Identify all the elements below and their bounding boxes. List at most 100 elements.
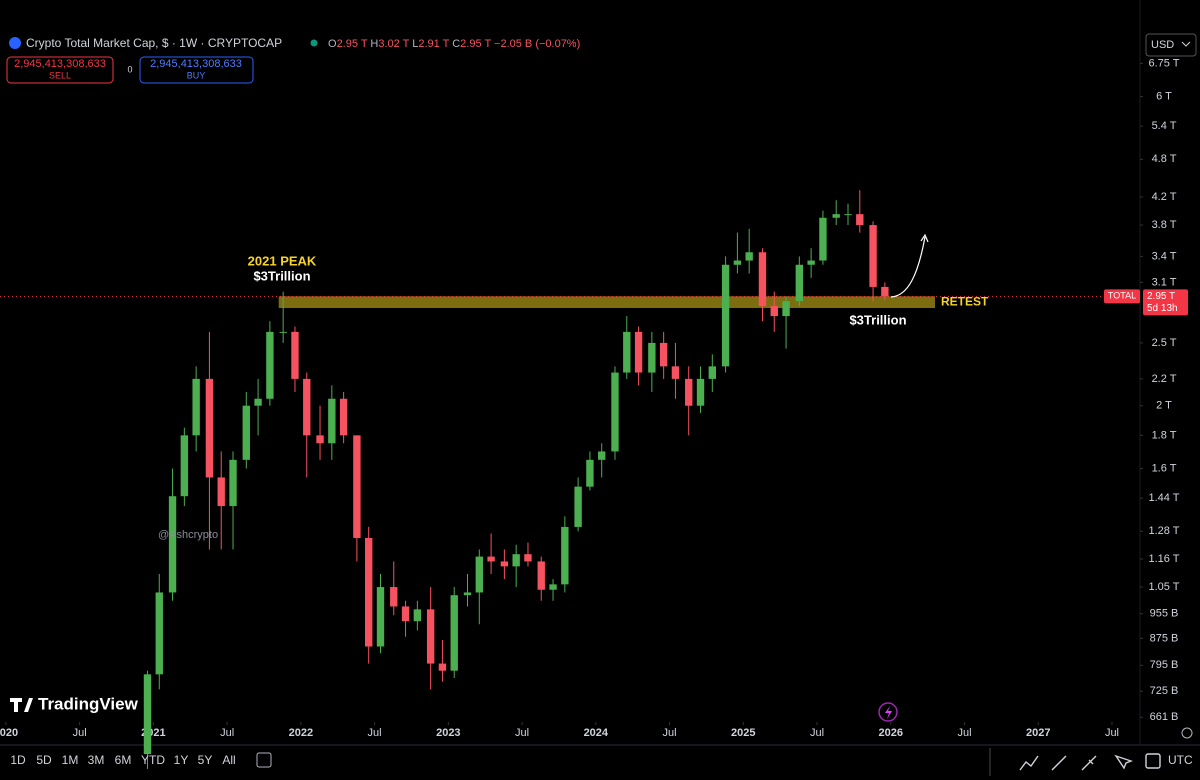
ohlc-value: 3.02 T	[378, 38, 409, 50]
candle-body	[180, 435, 189, 497]
y-tick-label: 1.6 T	[1152, 462, 1177, 474]
sell-label[interactable]: SELL	[49, 70, 71, 80]
candle-body	[168, 496, 177, 593]
range-button[interactable]: YTD	[141, 753, 165, 767]
candle-body	[671, 366, 680, 379]
y-tick-label: 875 B	[1150, 632, 1179, 644]
ohlc-value: 2.95 T	[337, 38, 368, 50]
candle-body	[192, 378, 200, 436]
ohlc-value: 2.91 T	[418, 38, 449, 50]
y-tick-label: 3.4 T	[1152, 250, 1177, 262]
candle-body	[512, 554, 520, 567]
candle-body	[869, 225, 877, 287]
candle-body	[328, 398, 336, 444]
candle-body	[648, 342, 656, 373]
sell-box[interactable]	[6, 56, 114, 84]
candle-body	[586, 459, 594, 487]
y-tick-label: 6.75 T	[1149, 57, 1180, 69]
sell-button[interactable]: 2,945,413,308,633 SELL	[6, 56, 114, 84]
x-tick-label: 2027	[1026, 727, 1050, 739]
candle-body	[217, 477, 225, 507]
candle-body	[881, 286, 889, 297]
ohlc-value: 2.95 T	[460, 38, 491, 50]
range-button[interactable]: 1M	[62, 753, 79, 767]
x-tick-label: Jul	[957, 727, 971, 739]
candle-body	[353, 435, 361, 538]
timezone[interactable]: UTC	[1168, 753, 1193, 767]
brand-logo: TradingView	[10, 694, 139, 713]
currency[interactable]: USD	[1151, 39, 1174, 51]
y-tick-label: 1.44 T	[1149, 492, 1180, 504]
candle-body	[598, 451, 606, 460]
buy-box[interactable]	[139, 56, 254, 84]
y-tick-label: 795 B	[1150, 659, 1179, 671]
x-tick-label: Jul	[663, 727, 677, 739]
candle-body	[561, 526, 569, 585]
status-dot	[310, 39, 318, 47]
candle-body	[659, 342, 668, 367]
range-button[interactable]: 3M	[88, 753, 105, 767]
candle-body	[623, 331, 631, 373]
candle-body	[807, 260, 815, 265]
x-tick-label: Jul	[73, 727, 87, 739]
currency-select[interactable]: USD	[1145, 33, 1197, 57]
candle-body	[685, 378, 693, 406]
candle-body	[279, 331, 287, 333]
range-button[interactable]: 5Y	[198, 753, 213, 767]
currency-box[interactable]	[1145, 33, 1197, 57]
y-tick-label: 725 B	[1150, 685, 1179, 697]
tool-icon[interactable]	[1145, 753, 1161, 769]
candle-body	[450, 595, 458, 671]
tool-icon[interactable]	[1019, 755, 1039, 771]
y-tick-label: 661 B	[1150, 711, 1179, 723]
x-tick-label: 2025	[731, 727, 755, 739]
tool-icon[interactable]	[1051, 755, 1067, 771]
tool-icon[interactable]	[1081, 755, 1097, 771]
candle-body	[524, 554, 532, 562]
candle-body	[390, 587, 398, 607]
chevron[interactable]	[1181, 41, 1191, 47]
candle-body	[549, 584, 557, 590]
range-button[interactable]: 1D	[10, 753, 26, 767]
candle-body	[721, 264, 730, 367]
x-tick-label: Jul	[220, 727, 234, 739]
candle-body	[463, 592, 472, 596]
y-tick-label: 1.16 T	[1149, 553, 1180, 565]
plot-area: 6.75 T 6 T 5.4 T 4.8 T 4.2 T 3.8 T 3.4 T 3.1 T 2…	[0, 57, 1188, 770]
range-button[interactable]: 5D	[36, 753, 52, 767]
date-range-icon[interactable]	[256, 752, 272, 768]
sell-price[interactable]: 2,945,413,308,633	[14, 58, 106, 70]
candle-body	[770, 306, 778, 317]
x-tick-label: 2022	[289, 727, 313, 739]
ohlc-legend: O2.95 T H3.02 T L2.91 T C2.95 T −2.05 B …	[328, 38, 580, 50]
range-button[interactable]: 1Y	[174, 753, 189, 767]
candle-body	[745, 252, 753, 261]
candle-body	[316, 435, 324, 444]
buy-label[interactable]: BUY	[187, 70, 206, 80]
settings-icon[interactable]	[1181, 727, 1193, 739]
tool-icon[interactable]	[1114, 754, 1134, 770]
candle-body	[229, 459, 237, 507]
candle-body	[426, 609, 435, 664]
alert-icon[interactable]	[878, 702, 898, 722]
y-tick-label: 3.1 T	[1152, 276, 1177, 288]
buy-price[interactable]: 2,945,413,308,633	[150, 58, 242, 70]
annotation: 2021 PEAK	[248, 253, 317, 268]
range-button[interactable]: 6M	[115, 753, 132, 767]
x-tick-label: Jul	[1105, 727, 1119, 739]
y-tick-label: 1.8 T	[1152, 429, 1177, 441]
candle-body	[611, 372, 619, 452]
candle-body	[291, 331, 299, 379]
candle-body	[266, 331, 274, 399]
y-tick-label: 3.8 T	[1152, 219, 1177, 231]
change: −2.05 B (−0.07%)	[494, 38, 580, 50]
range-button[interactable]: All	[222, 753, 235, 767]
y-tick-label: 1.05 T	[1149, 581, 1180, 593]
annotation: $3Trillion	[849, 312, 906, 327]
y-tick-label: 6 T	[1156, 90, 1172, 102]
buy-button[interactable]: 2,945,413,308,633 BUY	[139, 56, 254, 84]
alert-icon[interactable]	[885, 706, 892, 719]
ohlc-key: O	[328, 38, 337, 50]
candle-body	[574, 486, 582, 527]
